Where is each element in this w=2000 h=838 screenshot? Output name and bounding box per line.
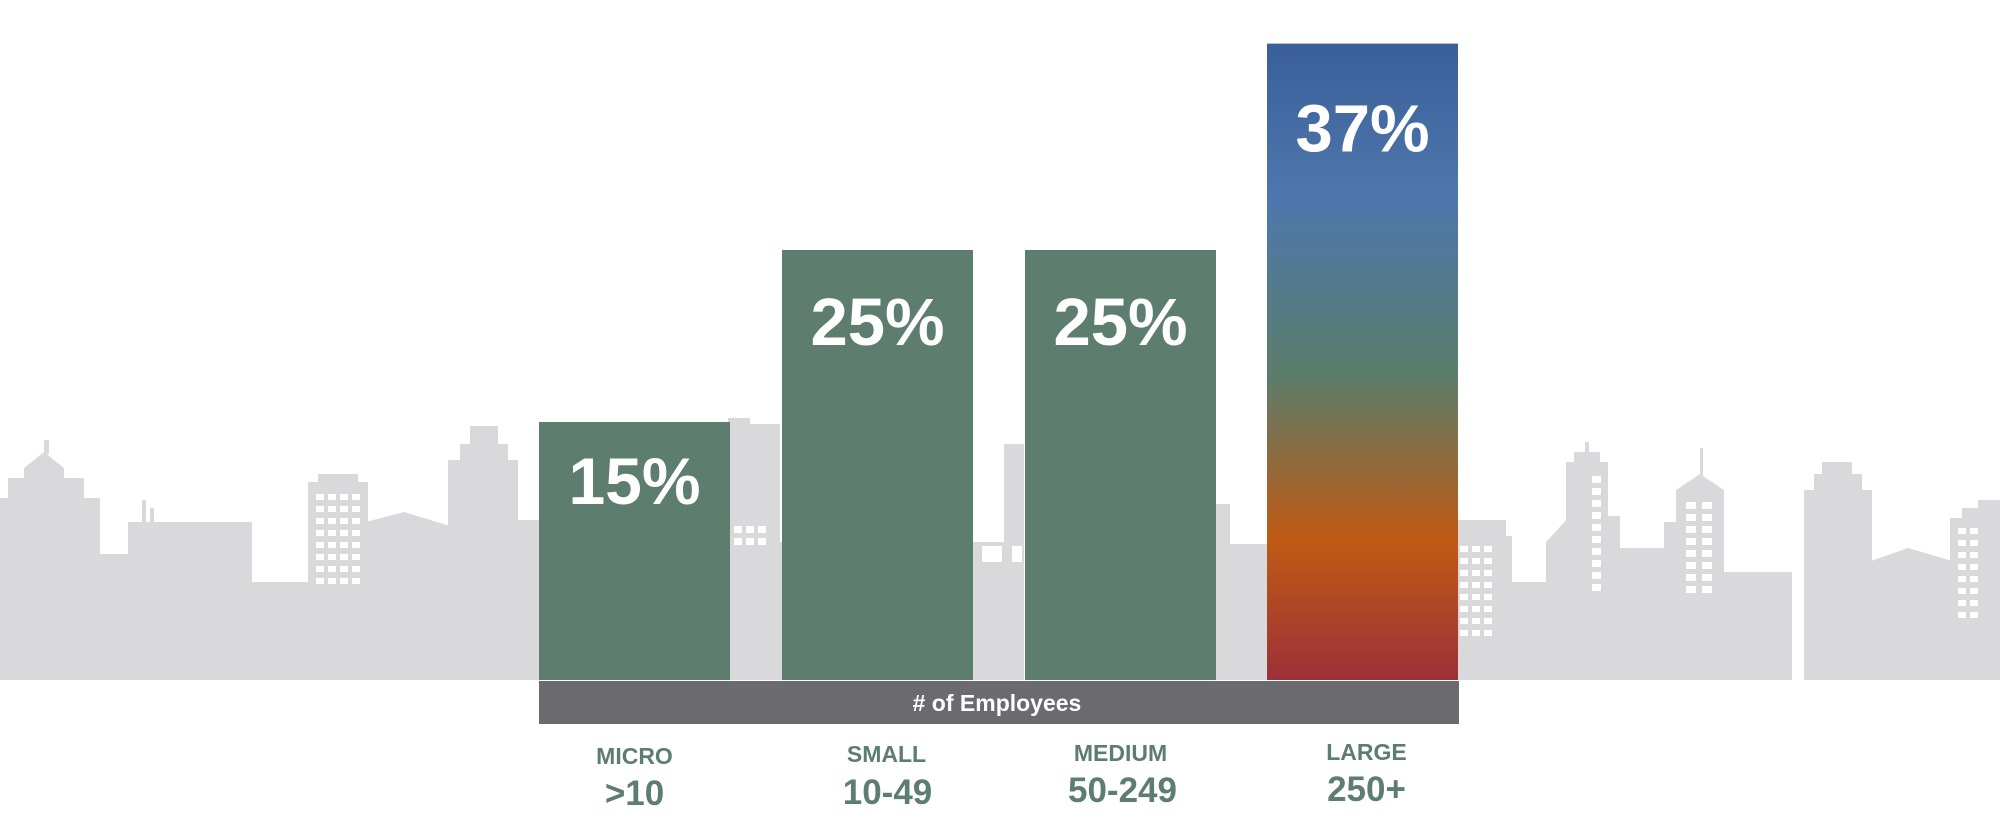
bar-medium [1025, 250, 1216, 680]
bars: 15% 25% 25% 37% [539, 43, 1458, 681]
bar-small [782, 250, 973, 680]
skyline-windows [316, 476, 1978, 636]
category-range-small: 10-49 [843, 773, 933, 812]
x-axis-title: # of Employees [913, 690, 1082, 716]
bar-large [1267, 43, 1458, 681]
category-name-medium: MEDIUM [1074, 740, 1167, 766]
value-label-large: 37% [1295, 92, 1429, 167]
category-name-large: LARGE [1326, 739, 1407, 765]
x-axis-band: # of Employees [539, 681, 1459, 724]
axis-band [539, 681, 1459, 724]
value-label-medium: 25% [1053, 285, 1187, 360]
category-range-micro: >10 [605, 774, 664, 813]
value-label-micro: 15% [568, 444, 700, 518]
category-name-small: SMALL [847, 741, 926, 767]
category-name-micro: MICRO [596, 743, 673, 769]
category-labels: MICRO >10 SMALL 10-49 MEDIUM 50-249 LARGE 250+ [596, 739, 1407, 813]
category-range-medium: 50-249 [1068, 771, 1177, 810]
category-range-large: 250+ [1327, 770, 1406, 809]
value-label-small: 25% [810, 285, 944, 360]
bar-micro [539, 422, 730, 680]
